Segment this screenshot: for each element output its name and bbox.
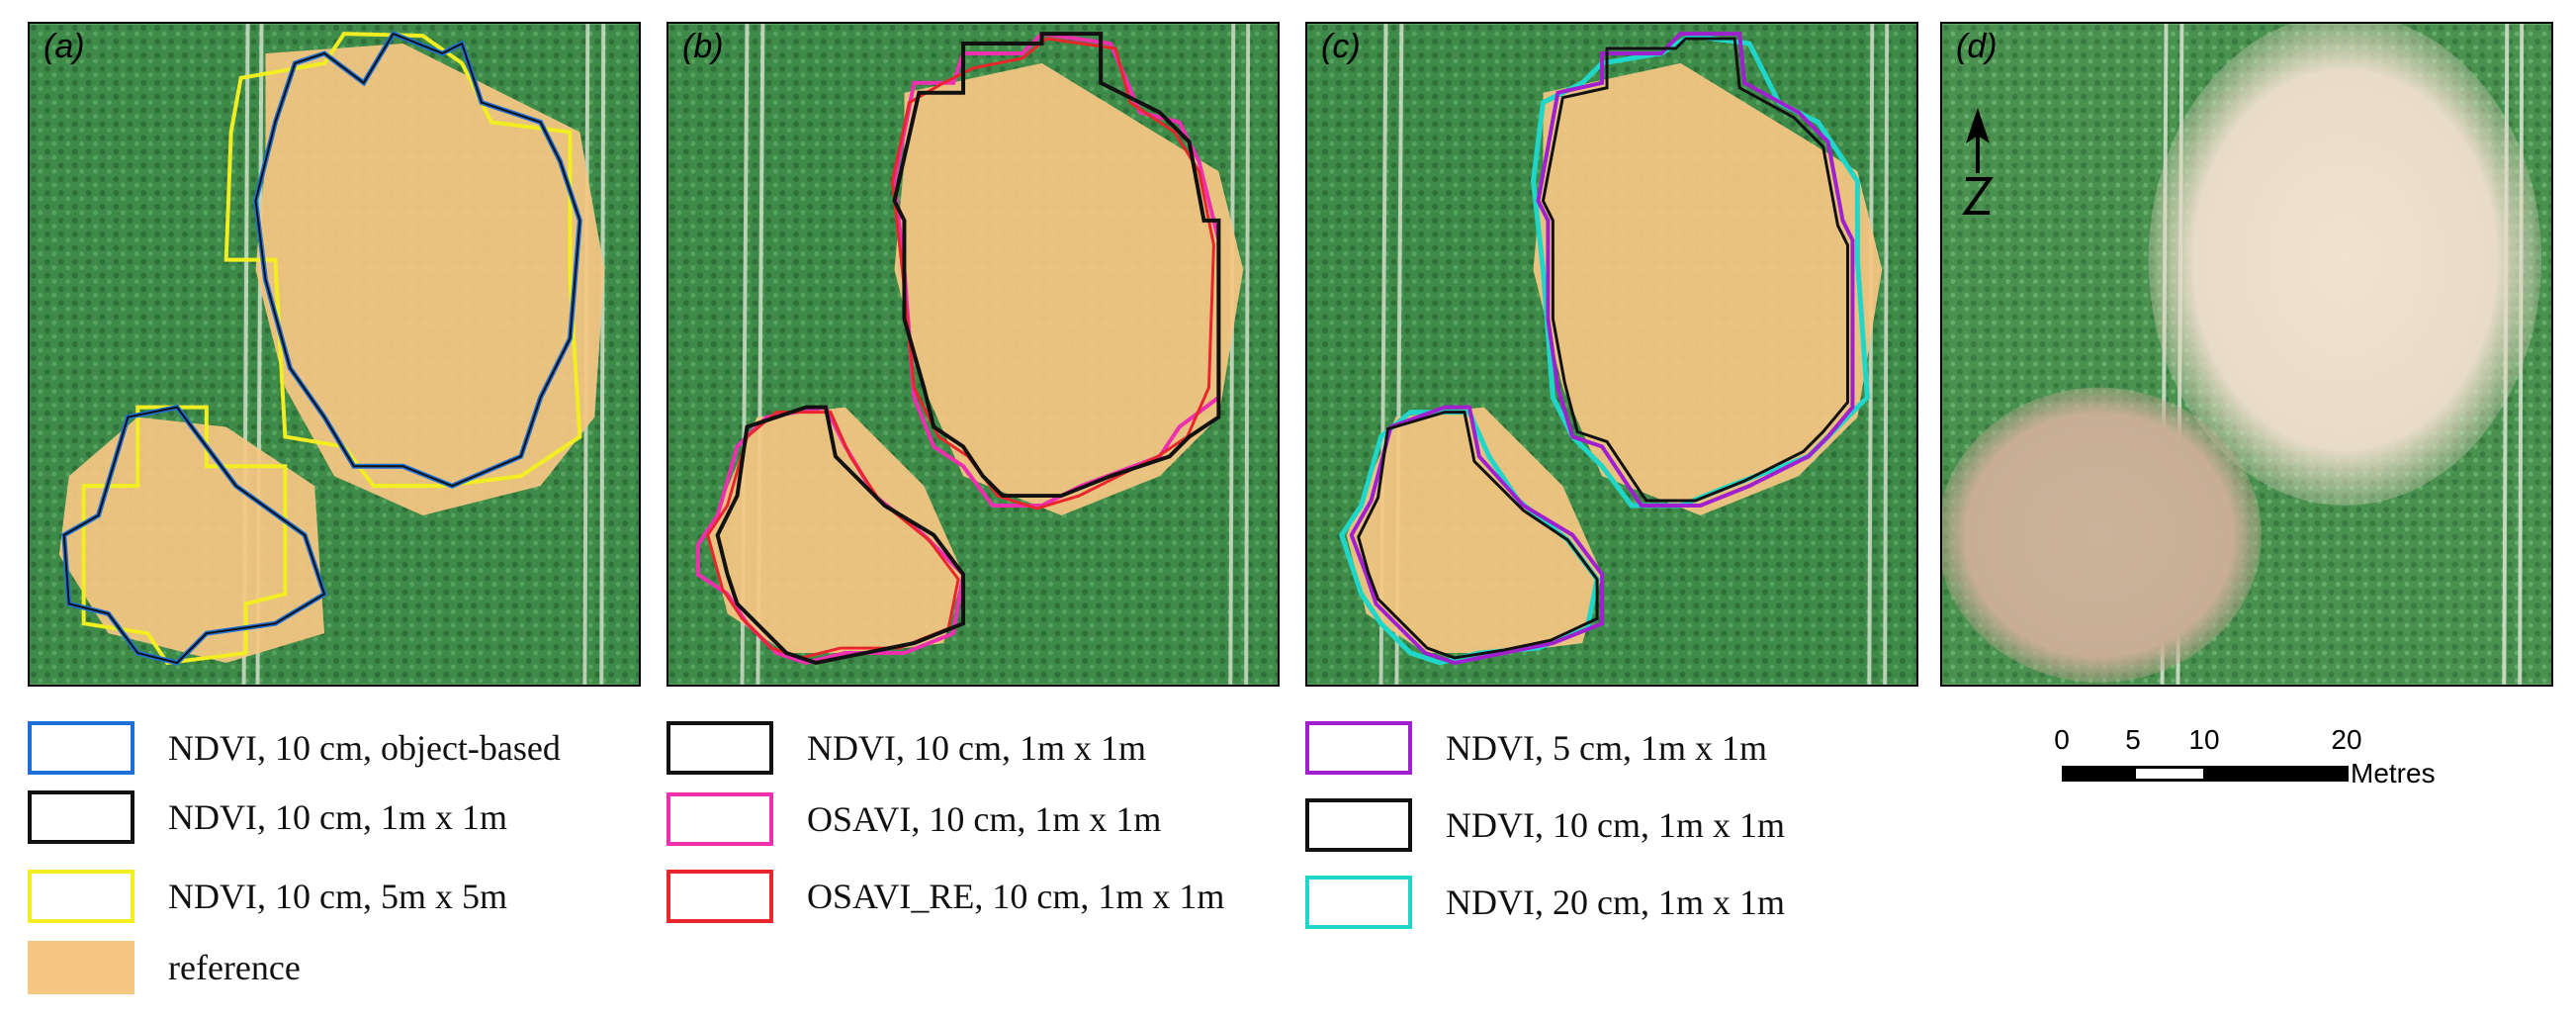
legend-item: NDVI, 10 cm, 1m x 1m (666, 718, 1146, 778)
legend-item: NDVI, 10 cm, 5m x 5m (28, 867, 507, 926)
legend-label: NDVI, 10 cm, 1m x 1m (807, 728, 1146, 768)
legend-swatch (28, 941, 134, 994)
outline-osavi-re-large (891, 37, 1215, 510)
panel-d: (d) (1940, 22, 2553, 687)
legend-item: OSAVI_RE, 10 cm, 1m x 1m (666, 867, 1224, 926)
reference-patch-large (1533, 62, 1883, 515)
outline-5m-large (223, 32, 582, 489)
scale-tick: 20 (2331, 724, 2362, 755)
outline-1m-small (62, 406, 326, 665)
scale-bar: 0 5 10 20 Metres (2054, 724, 2576, 803)
scale-tick: 0 (2054, 724, 2070, 755)
legend-label: NDVI, 10 cm, 5m x 5m (168, 877, 507, 916)
north-arrow-icon (1962, 108, 1994, 215)
panel-b: (b) (666, 22, 1280, 687)
legend-label: NDVI, 20 cm, 1m x 1m (1446, 882, 1785, 922)
reference-patch-small (707, 407, 964, 654)
legend-swatch (666, 721, 773, 775)
scale-tick: 5 (2125, 724, 2141, 755)
bare-soil-large (2148, 24, 2542, 506)
legend-label: OSAVI, 10 cm, 1m x 1m (807, 799, 1162, 839)
legend-item: reference (28, 938, 301, 997)
legend-item: NDVI, 5 cm, 1m x 1m (1305, 718, 1767, 778)
legend-label: OSAVI_RE, 10 cm, 1m x 1m (807, 877, 1225, 916)
legend-swatch (666, 870, 773, 923)
legend-swatch (28, 870, 134, 923)
scale-tick: 10 (2188, 724, 2220, 755)
outline-20cm-large (1531, 33, 1870, 509)
legend-item: NDVI, 20 cm, 1m x 1m (1305, 873, 1785, 932)
panel-label: (a) (44, 28, 85, 65)
outline-10cm-large (1541, 37, 1849, 503)
reference-patch-small (1346, 407, 1603, 654)
outline-5cm-small (1349, 405, 1605, 666)
scale-unit: Metres (2351, 758, 2436, 788)
panel-label: (d) (1956, 28, 1998, 65)
reference-patch-large (894, 62, 1244, 515)
legend-swatch (28, 790, 134, 844)
legend-label: NDVI, 5 cm, 1m x 1m (1446, 728, 1767, 768)
legend-item: NDVI, 10 cm, object-based (28, 718, 561, 778)
bare-soil-small (1942, 387, 2262, 683)
reference-patch-large (255, 44, 605, 515)
legend-label: NDVI, 10 cm, 1m x 1m (1446, 805, 1785, 845)
legend-label: NDVI, 10 cm, object-based (168, 728, 561, 768)
legend-swatch (666, 792, 773, 846)
legend-swatch (1305, 721, 1412, 775)
legend-swatch (1305, 798, 1412, 852)
panel-label: (b) (682, 28, 724, 65)
scale-segment (2133, 766, 2206, 782)
panel-a: (a) (28, 22, 641, 687)
legend-item: NDVI, 10 cm, 1m x 1m (1305, 795, 1785, 855)
outline-5cm-large (1536, 32, 1855, 508)
legend-swatch (1305, 876, 1412, 929)
scale-segment (2062, 766, 2135, 782)
scale-segment (2204, 766, 2349, 782)
panel-a-image (30, 24, 639, 685)
legend-item: OSAVI, 10 cm, 1m x 1m (666, 789, 1161, 849)
panel-label: (c) (1321, 28, 1361, 65)
panel-c-image (1307, 24, 1916, 685)
outline-ndvi-large (892, 32, 1221, 499)
legend-swatch (28, 721, 134, 775)
legend-label: reference (168, 948, 301, 987)
outline-1m-large (254, 32, 581, 488)
outline-10cm-small (1357, 411, 1599, 660)
outline-ndvi-small (715, 405, 966, 666)
outline-5m-small (81, 405, 288, 666)
panel-c: (c) (1305, 22, 1918, 687)
panel-d-image (1942, 24, 2551, 685)
legend-label: NDVI, 10 cm, 1m x 1m (168, 797, 507, 837)
legend-item: NDVI, 10 cm, 1m x 1m (28, 788, 507, 847)
panel-b-image (668, 24, 1278, 685)
